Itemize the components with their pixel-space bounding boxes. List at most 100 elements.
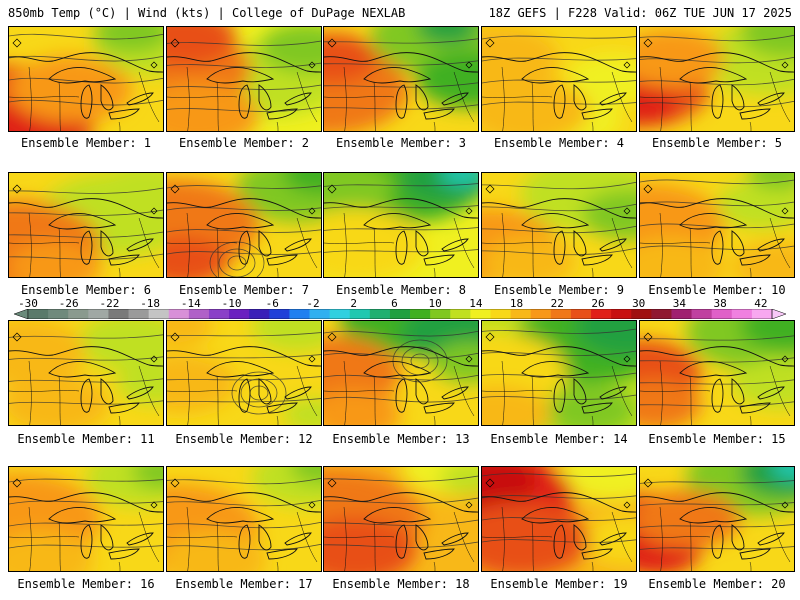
temperature-field-map bbox=[9, 27, 163, 131]
temperature-field-map bbox=[640, 173, 794, 277]
colorbar-swatch bbox=[611, 309, 632, 319]
colorbar-tick-label: 30 bbox=[632, 297, 646, 310]
ensemble-map-panel bbox=[323, 26, 479, 132]
temperature-field-map bbox=[640, 467, 794, 571]
colorbar-swatch bbox=[510, 309, 532, 319]
colorbar-tick-label: 34 bbox=[672, 297, 687, 310]
colorbar-tick-label: 14 bbox=[469, 297, 483, 310]
temperature-field-map bbox=[167, 173, 321, 277]
ensemble-member-label: Ensemble Member: 20 bbox=[648, 577, 786, 591]
colorbar-swatch bbox=[550, 309, 572, 319]
colorbar-swatch bbox=[269, 309, 290, 319]
colorbar-swatch bbox=[410, 309, 431, 319]
colorbar-tick-label: 2 bbox=[350, 297, 358, 310]
colorbar-swatch bbox=[349, 309, 371, 319]
ensemble-member-label: Ensemble Member: 9 bbox=[493, 283, 625, 297]
ensemble-map-panel bbox=[639, 466, 795, 572]
colorbar-tick-label: 10 bbox=[428, 297, 442, 310]
colorbar-tick-label: 6 bbox=[391, 297, 398, 310]
ensemble-member-label: Ensemble Member: 11 bbox=[17, 432, 155, 446]
ensemble-member-label: Ensemble Member: 16 bbox=[17, 577, 155, 591]
ensemble-member-label: Ensemble Member: 5 bbox=[651, 136, 783, 150]
colorbar-swatch bbox=[691, 309, 713, 319]
temperature-field-map bbox=[167, 27, 321, 131]
ensemble-member-label: Ensemble Member: 7 bbox=[178, 283, 310, 297]
temperature-field-map bbox=[482, 173, 636, 277]
colorbar-swatch bbox=[389, 309, 411, 319]
colorbar-swatch bbox=[671, 309, 692, 319]
ensemble-map-panel bbox=[481, 26, 637, 132]
colorbar-swatch bbox=[490, 309, 511, 319]
ensemble-map-panel bbox=[639, 26, 795, 132]
temperature-field-map bbox=[324, 27, 478, 131]
colorbar-swatch bbox=[88, 309, 109, 319]
colorbar-tick-label: -6 bbox=[265, 297, 279, 310]
ensemble-map-panel bbox=[166, 466, 322, 572]
colorbar-swatch bbox=[168, 309, 190, 319]
colorbar-tick-label: 42 bbox=[754, 297, 768, 310]
temperature-colorbar bbox=[14, 309, 786, 319]
colorbar-tick-label: -18 bbox=[140, 297, 161, 310]
ensemble-member-label: Ensemble Member: 10 bbox=[648, 283, 786, 297]
colorbar-tick-label: 38 bbox=[713, 297, 727, 310]
colorbar-swatch bbox=[731, 309, 753, 319]
temperature-field-map bbox=[482, 27, 636, 131]
colorbar-swatch bbox=[108, 309, 129, 319]
colorbar-swatch bbox=[48, 309, 69, 319]
colorbar-swatch bbox=[631, 309, 652, 319]
colorbar-swatch bbox=[208, 309, 230, 319]
colorbar-swatch bbox=[591, 309, 612, 319]
colorbar-tick-label: -22 bbox=[99, 297, 120, 310]
colorbar-swatch bbox=[450, 309, 471, 319]
colorbar-min-arrow bbox=[14, 309, 29, 319]
ensemble-map-panel bbox=[166, 320, 322, 426]
ensemble-member-label: Ensemble Member: 19 bbox=[490, 577, 628, 591]
ensemble-member-label: Ensemble Member: 1 bbox=[20, 136, 152, 150]
colorbar-swatch bbox=[188, 309, 210, 319]
temperature-field-map bbox=[167, 321, 321, 425]
ensemble-map-panel bbox=[639, 320, 795, 426]
temperature-field-map bbox=[324, 467, 478, 571]
colorbar-swatch bbox=[289, 309, 310, 319]
colorbar-swatch bbox=[570, 309, 592, 319]
ensemble-map-panel bbox=[323, 172, 479, 278]
colorbar-tick-label: -14 bbox=[180, 297, 201, 310]
ensemble-member-label: Ensemble Member: 8 bbox=[335, 283, 467, 297]
colorbar-tick-label: -2 bbox=[306, 297, 320, 310]
colorbar-swatch bbox=[128, 309, 150, 319]
temperature-field-map bbox=[167, 467, 321, 571]
ensemble-member-label: Ensemble Member: 6 bbox=[20, 283, 152, 297]
colorbar-swatch bbox=[229, 309, 250, 319]
temperature-field-map bbox=[324, 321, 478, 425]
colorbar-swatch bbox=[430, 309, 451, 319]
colorbar-tick-label: -26 bbox=[58, 297, 79, 310]
colorbar-max-arrow bbox=[771, 309, 786, 319]
colorbar-swatch bbox=[711, 309, 733, 319]
ensemble-member-label: Ensemble Member: 17 bbox=[175, 577, 313, 591]
ensemble-map-panel bbox=[323, 466, 479, 572]
colorbar-swatch bbox=[28, 309, 49, 319]
colorbar-tick-label: -10 bbox=[221, 297, 242, 310]
ensemble-member-label: Ensemble Member: 18 bbox=[332, 577, 470, 591]
colorbar-swatch bbox=[68, 309, 89, 319]
ensemble-map-panel bbox=[481, 320, 637, 426]
colorbar-swatch bbox=[148, 309, 170, 319]
ensemble-member-label: Ensemble Member: 12 bbox=[175, 432, 313, 446]
colorbar-tick-label: 18 bbox=[509, 297, 524, 310]
temperature-field-map bbox=[482, 321, 636, 425]
colorbar-swatch bbox=[309, 309, 331, 319]
ensemble-map-panel bbox=[8, 466, 164, 572]
ensemble-member-label: Ensemble Member: 15 bbox=[648, 432, 786, 446]
colorbar-swatch bbox=[530, 309, 552, 319]
colorbar-tick-label: -30 bbox=[18, 297, 38, 310]
ensemble-map-panel bbox=[481, 172, 637, 278]
temperature-field-map bbox=[482, 467, 636, 571]
ensemble-map-panel bbox=[166, 172, 322, 278]
colorbar-swatch bbox=[651, 309, 672, 319]
ensemble-member-label: Ensemble Member: 14 bbox=[490, 432, 628, 446]
temperature-field-map bbox=[9, 173, 163, 277]
ensemble-member-label: Ensemble Member: 2 bbox=[178, 136, 310, 150]
temperature-field-map bbox=[324, 173, 478, 277]
ensemble-map-panel bbox=[639, 172, 795, 278]
ensemble-map-panel bbox=[166, 26, 322, 132]
